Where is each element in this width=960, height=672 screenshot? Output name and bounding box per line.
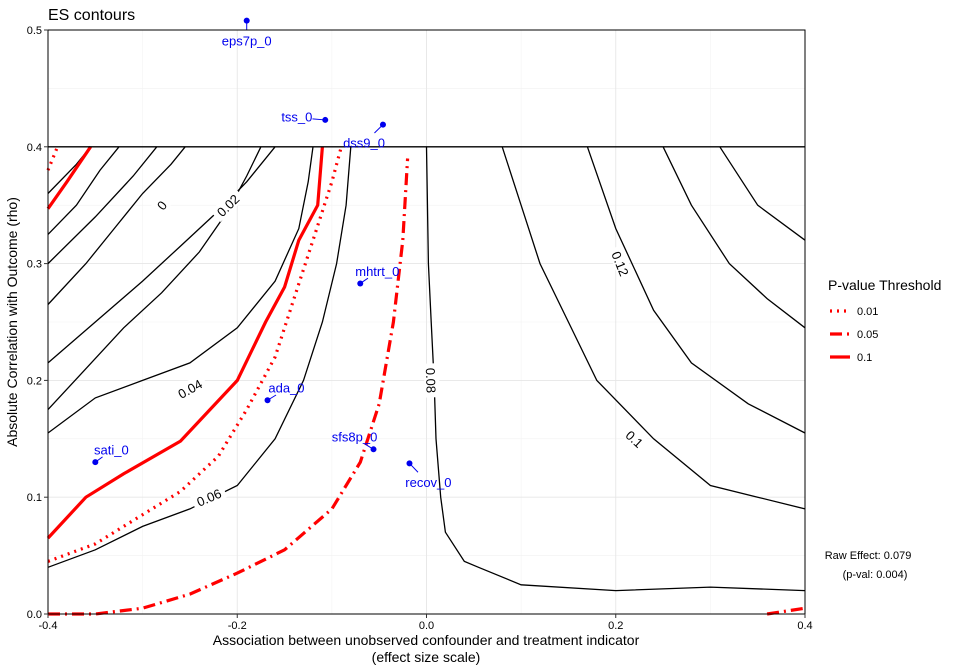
threshold-line (48, 158, 410, 616)
x-axis-title: Association between unobserved confounde… (213, 632, 640, 648)
contour-line (47, 146, 276, 364)
threshold-line (46, 146, 324, 540)
data-point (264, 397, 271, 404)
point-label: sati_0 (94, 442, 129, 457)
y-tick-label: 0.5 (27, 25, 42, 37)
contour-line (47, 146, 262, 411)
x-axis-ticks: -0.4 -0.2 0.0 0.2 0.4 (39, 614, 813, 632)
data-point (357, 280, 364, 287)
contour-label-group: 0.04 (171, 373, 209, 403)
y-tick-label: 0.2 (27, 375, 42, 387)
contour-label-group: 0.08 (423, 363, 440, 398)
contour-label-bg (423, 363, 440, 398)
contour-line (501, 146, 806, 510)
point-label: mhtrt_0 (355, 264, 399, 279)
legend-label: 0.01 (857, 306, 878, 318)
data-points: eps7p_0 tss_0 dss9_0 mhtrt_0 ada_0 sati_0 sfs8… (92, 17, 452, 490)
contour-label-bg (171, 373, 209, 403)
data-point (370, 446, 377, 453)
data-point (92, 459, 99, 466)
y-tick-label: 0.1 (27, 492, 42, 504)
x-tick-label: -0.4 (39, 620, 58, 632)
raw-effect-pvalue: (p-val: 0.004) (843, 569, 908, 581)
contour-line (47, 146, 120, 235)
y-axis-ticks: 0.0 0.1 0.2 0.3 0.4 0.5 (27, 25, 48, 621)
legend: P-value Threshold 0.01 0.05 0.1 (828, 277, 941, 364)
contour-line (662, 146, 806, 329)
contour-label-group: 0.1 (620, 423, 651, 454)
point-label: dss9_0 (343, 135, 385, 150)
chart-title: ES contours (48, 7, 135, 24)
x-tick-label: 0.4 (797, 620, 812, 632)
contour-label-bg (620, 423, 651, 454)
point-label: sfs8p_0 (332, 430, 378, 445)
y-tick-label: 0.4 (27, 142, 42, 154)
contour-line (47, 146, 186, 305)
data-point (379, 121, 386, 128)
contour-line (47, 146, 352, 568)
point-label: recov_0 (405, 475, 451, 490)
legend-title: P-value Threshold (828, 277, 941, 293)
y-tick-label: 0.0 (27, 609, 42, 621)
contour-label-bg (151, 195, 172, 215)
contour-label-bg (210, 187, 245, 223)
contour-line (425, 146, 806, 592)
threshold-line (766, 606, 806, 616)
contour-line (719, 146, 806, 241)
point-label: eps7p_0 (222, 34, 272, 49)
grid (47, 29, 806, 615)
contour-label-group: 0 (151, 195, 172, 215)
data-point (406, 460, 413, 467)
contour-line (47, 146, 314, 434)
contour-line (586, 146, 806, 434)
threshold-line (46, 145, 92, 210)
data-point (322, 116, 329, 123)
contour-label-group: 0.06 (190, 483, 228, 511)
data-point (243, 17, 250, 24)
x-tick-label: -0.2 (228, 620, 247, 632)
legend-label: 0.05 (857, 329, 878, 341)
raw-effect-label: Raw Effect: 0.079 (825, 550, 912, 562)
x-axis-subtitle: (effect size scale) (372, 649, 481, 665)
threshold-lines (46, 145, 806, 616)
contour-label: 0.08 (423, 367, 439, 393)
y-tick-label: 0.3 (27, 259, 42, 271)
threshold-line (46, 146, 59, 171)
contour-label-bg (607, 244, 635, 282)
contour-line (47, 146, 158, 265)
point-label: tss_0 (281, 110, 312, 125)
point-label: ada_0 (268, 381, 304, 396)
contour-label-bg (190, 483, 228, 511)
y-axis-title: Absolute Correlation with Outcome (rho) (4, 197, 20, 447)
legend-label: 0.1 (857, 352, 872, 364)
x-tick-label: 0.2 (608, 620, 623, 632)
x-tick-label: 0.0 (419, 620, 434, 632)
